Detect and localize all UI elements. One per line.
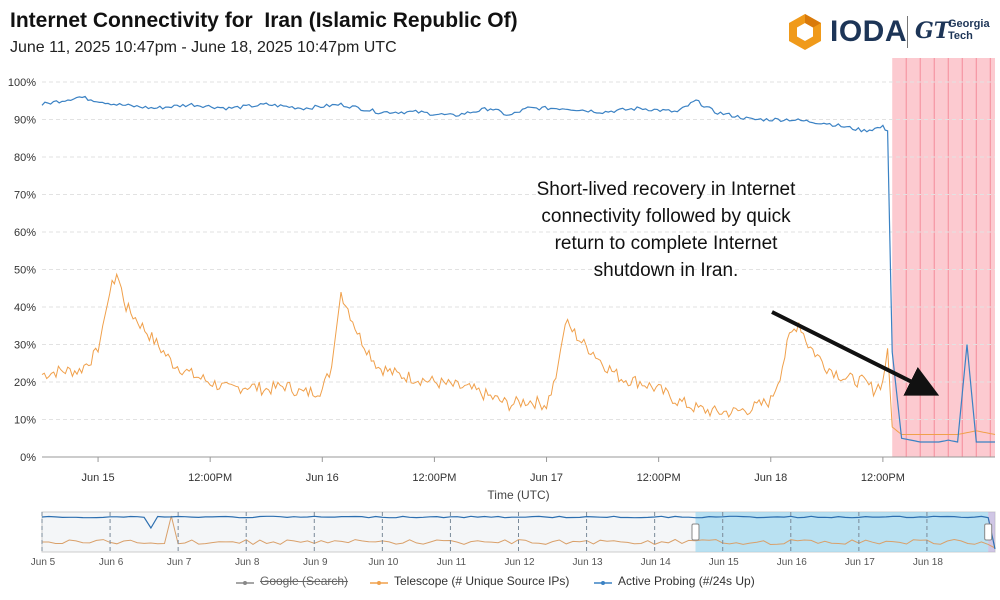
x-tick-label: 12:00PM xyxy=(188,472,232,484)
navigator-line-active-probing xyxy=(41,515,996,550)
legend-label-google: Google (Search) xyxy=(260,574,349,588)
navigator-selected-range xyxy=(695,512,989,552)
georgia-tech-line2: Tech xyxy=(948,30,973,42)
navigator-date-label: Jun 11 xyxy=(437,557,467,568)
navigator-date-label: Jun 10 xyxy=(368,557,398,568)
navigator-date-label: Jun 18 xyxy=(913,557,943,568)
page-title: Internet Connectivity for Iran (Islamic … xyxy=(10,9,518,32)
ioda-wordmark: IODA xyxy=(830,15,907,48)
legend-label-telescope: Telescope (# Unique Source IPs) xyxy=(394,574,570,588)
navigator-date-label: Jun 13 xyxy=(573,557,603,568)
y-tick-label: 20% xyxy=(14,377,36,389)
x-tick-label: Jun 17 xyxy=(530,472,563,484)
y-tick-label: 30% xyxy=(14,340,36,352)
y-tick-label: 100% xyxy=(8,77,36,89)
georgia-tech-line1: Georgia xyxy=(948,18,990,30)
navigator-date-label: Jun 5 xyxy=(31,557,56,568)
x-tick-label: Jun 15 xyxy=(82,472,115,484)
x-tick-label: Jun 18 xyxy=(754,472,787,484)
annotation-arrow xyxy=(771,310,940,396)
y-tick-label: 50% xyxy=(14,265,36,277)
navigator-date-label: Jun 7 xyxy=(167,557,192,568)
georgia-tech-wordmark: Georgia Tech xyxy=(948,18,990,42)
navigator-date-label: Jun 17 xyxy=(845,557,875,568)
navigator-line-telescope xyxy=(42,515,996,549)
y-tick-label: 70% xyxy=(14,190,36,202)
legend-item-telescope[interactable]: Telescope (# Unique Source IPs) xyxy=(370,574,569,588)
legend-label-active-probing: Active Probing (#/24s Up) xyxy=(618,574,755,588)
navigator-date-label: Jun 8 xyxy=(235,557,260,568)
legend-swatch-google xyxy=(236,577,254,587)
legend-item-active-probing[interactable]: Active Probing (#/24s Up) xyxy=(594,574,755,588)
y-tick-label: 60% xyxy=(14,227,36,239)
navigator-handle-left[interactable] xyxy=(691,523,700,541)
x-axis-title: Time (UTC) xyxy=(487,488,549,502)
navigator-date-label: Jun 14 xyxy=(641,557,671,568)
y-tick-label: 0% xyxy=(20,452,36,464)
annotation-text: Short-lived recovery in Internet connect… xyxy=(536,179,796,281)
outage-highlight-region xyxy=(892,58,995,457)
x-tick-label: 12:00PM xyxy=(861,472,905,484)
navigator-date-label: Jun 6 xyxy=(99,557,124,568)
x-tick-label: 12:00PM xyxy=(637,472,681,484)
y-tick-label: 80% xyxy=(14,152,36,164)
x-tick-label: Jun 16 xyxy=(306,472,339,484)
series-line-active-probing xyxy=(41,95,995,443)
legend-swatch-telescope xyxy=(370,577,388,587)
y-tick-label: 90% xyxy=(14,115,36,127)
legend-item-google[interactable]: Google (Search) xyxy=(236,574,348,588)
legend-swatch-active-probing xyxy=(594,577,612,587)
ioda-hexagon-icon xyxy=(789,14,821,50)
y-tick-label: 10% xyxy=(14,415,36,427)
x-tick-label: 12:00PM xyxy=(412,472,456,484)
logo-divider xyxy=(907,16,908,48)
navigator-date-label: Jun 16 xyxy=(777,557,807,568)
georgia-tech-mark: GT xyxy=(915,18,951,44)
date-range-subtitle: June 11, 2025 10:47pm - June 18, 2025 10… xyxy=(10,39,397,56)
navigator-date-label: Jun 12 xyxy=(504,557,534,568)
ioda-logo[interactable]: IODA GT Georgia Tech xyxy=(786,12,990,52)
navigator-handle-right[interactable] xyxy=(984,523,993,541)
series-line-telescope xyxy=(41,272,996,435)
chart-legend: Google (Search) Telescope (# Unique Sour… xyxy=(0,574,1000,594)
connectivity-chart[interactable]: 0% 10% 20% 30% 40% 50% 60% 70% 80% 90% 100% Jun 15 1… xyxy=(0,0,1000,574)
navigator-date-label: Jun 9 xyxy=(303,557,328,568)
navigator-date-label: Jun 15 xyxy=(709,557,739,568)
y-tick-label: 40% xyxy=(14,302,36,314)
